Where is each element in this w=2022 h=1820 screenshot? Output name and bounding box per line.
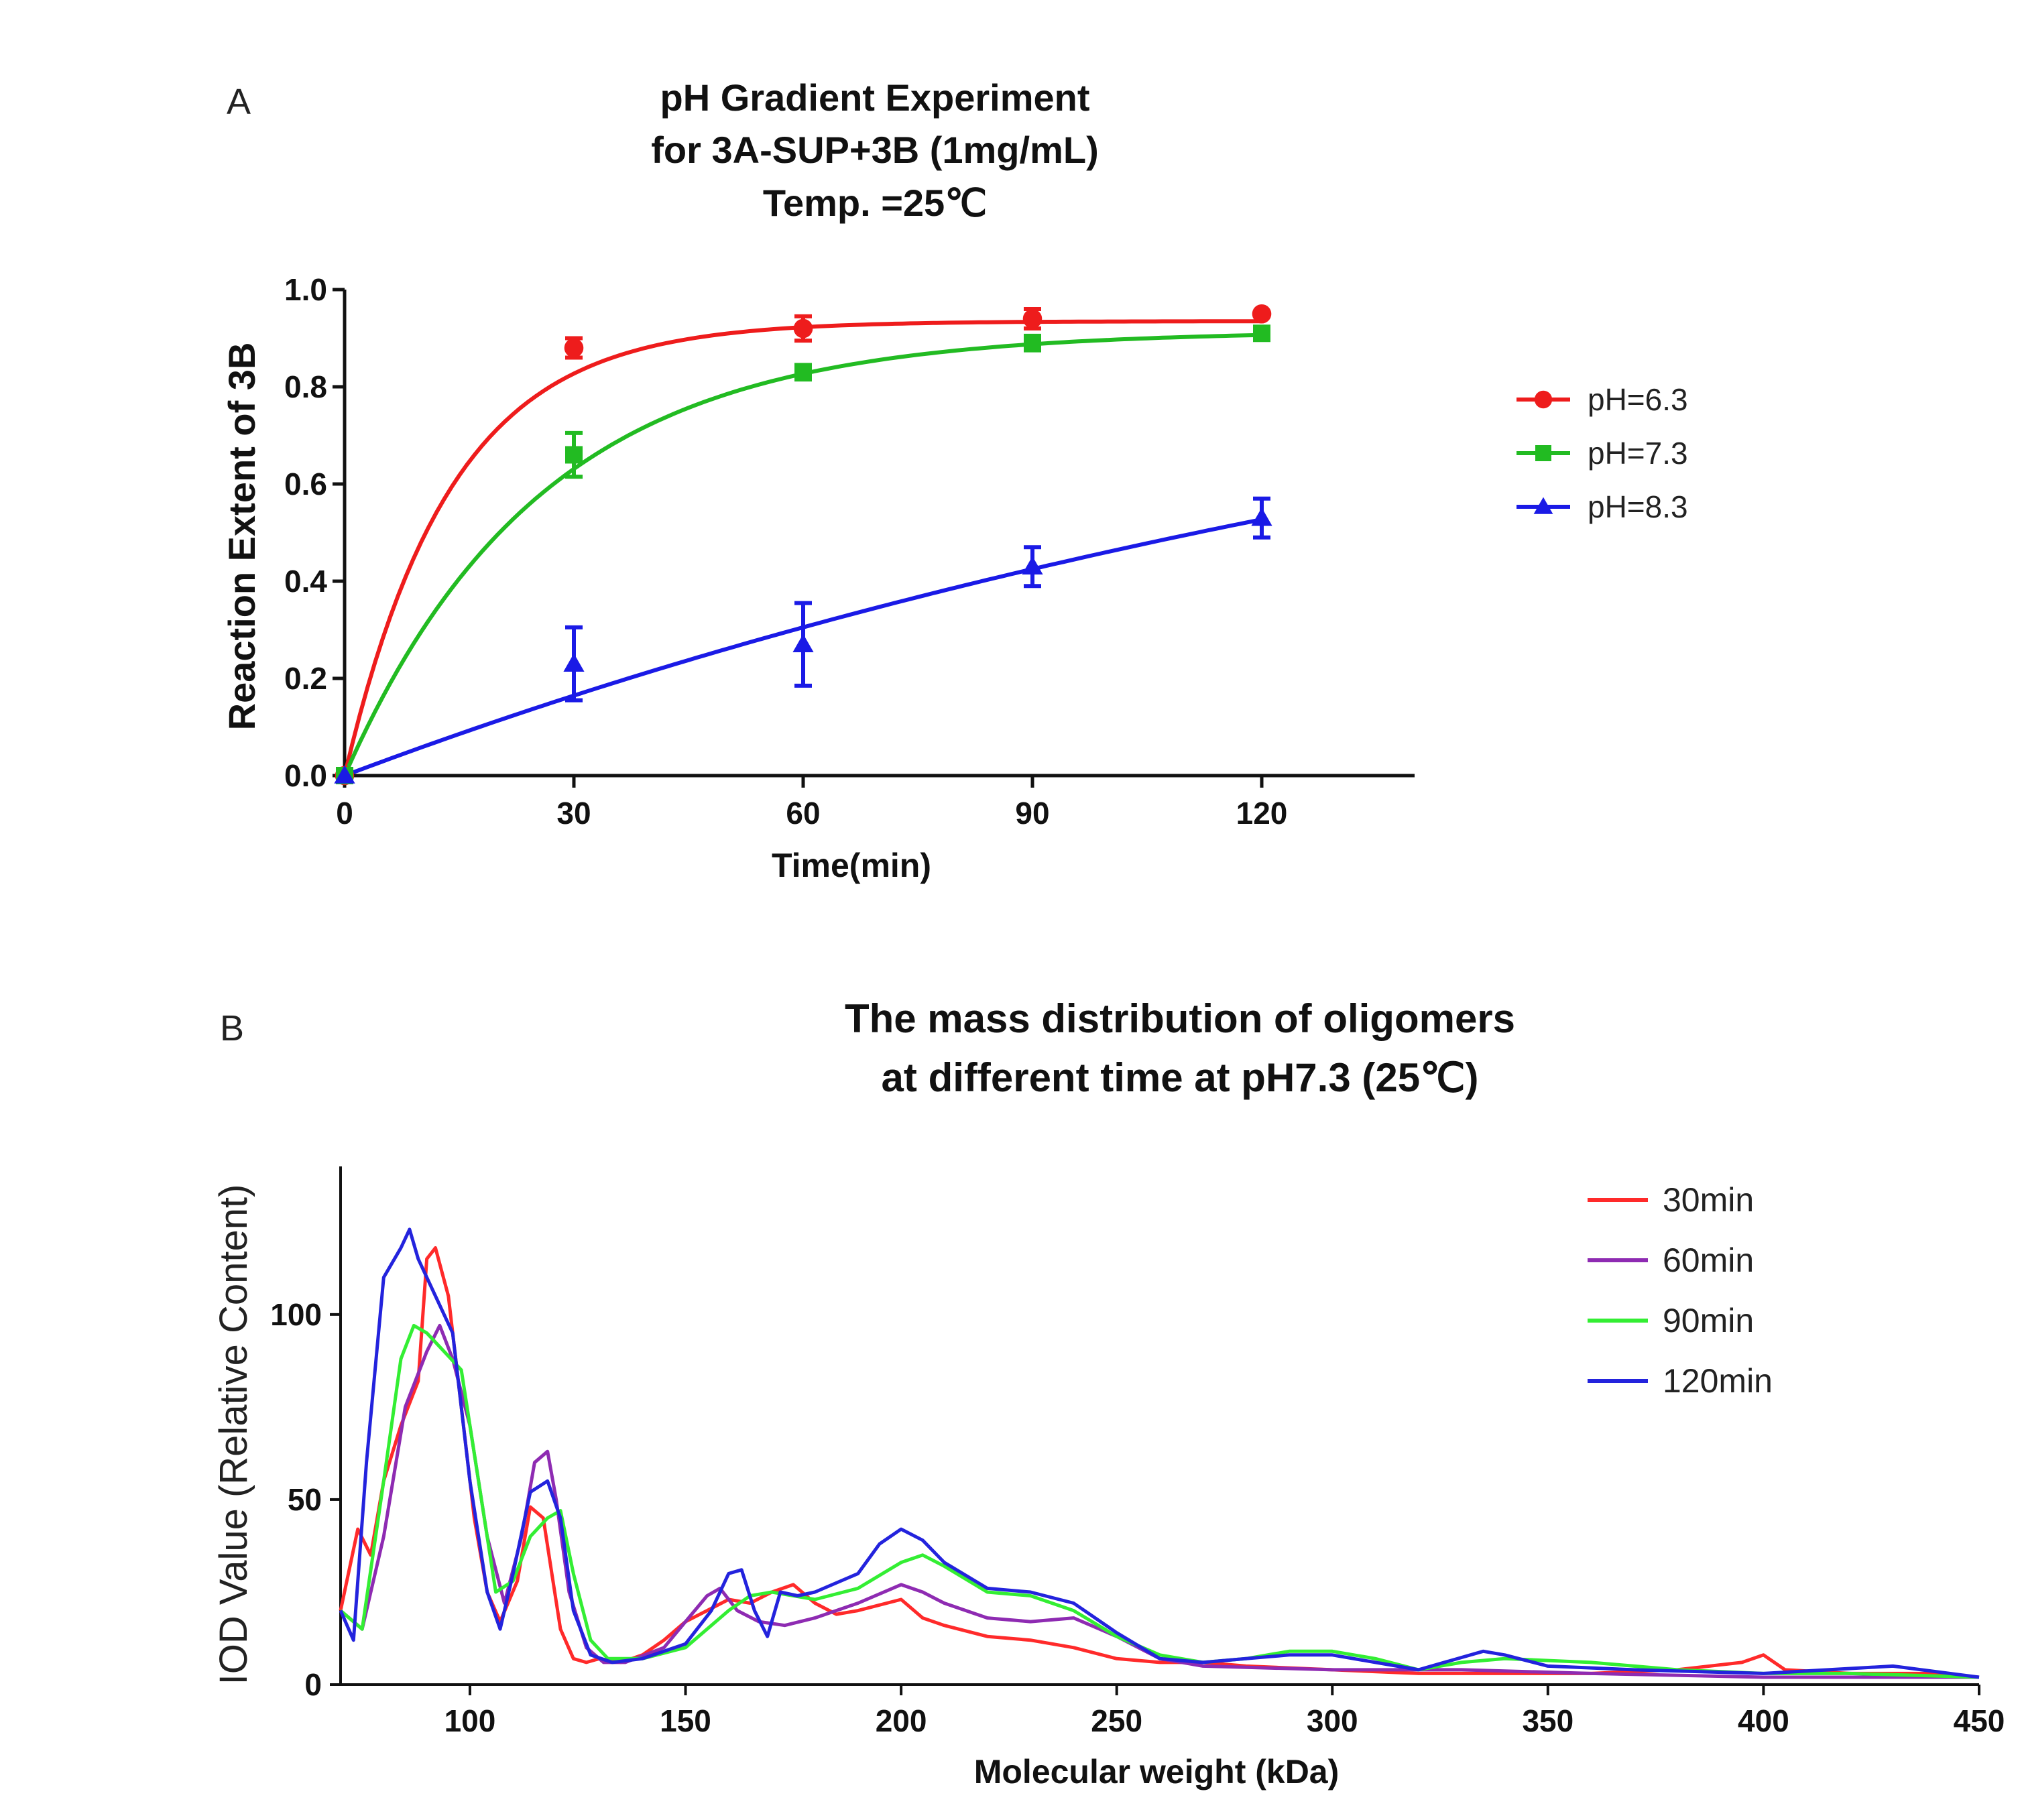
panel-b-title-line-1: The mass distribution of oligomers — [845, 996, 1515, 1041]
panel-a-y-tick-label: 0.8 — [284, 369, 327, 404]
panel-a-y-tick-label: 0.6 — [284, 467, 327, 501]
panel-a-x-tick-label: 0 — [336, 796, 353, 831]
panel-b-legend: 30min 60min 90min 120min — [1588, 1181, 1773, 1400]
panel-b-y-axis-label: IOD Value (Relative Content) — [212, 1185, 255, 1685]
panel-a-ticks: 0 30 60 90 120 0.0 0.2 0.4 0.6 0.8 1.0 — [284, 272, 1287, 831]
panel-a-title-line-1: pH Gradient Experiment — [660, 76, 1089, 119]
legend-label: pH=6.3 — [1588, 382, 1688, 417]
data-point-pH=7.3 — [1024, 334, 1041, 352]
panel-b-title-line-2: at different time at pH7.3 (25℃) — [882, 1055, 1479, 1100]
panel-b-series-lines — [339, 1227, 1980, 1679]
legend-label: 30min — [1663, 1181, 1754, 1219]
panel-a-y-tick-label: 0.0 — [284, 758, 327, 793]
panel-b-x-tick-label: 350 — [1522, 1703, 1573, 1738]
panel-b-x-tick-label: 150 — [660, 1703, 711, 1738]
data-point-pH=8.3 — [1251, 507, 1272, 526]
panel-a-legend: pH=6.3 pH=7.3 pH=8.3 — [1516, 382, 1688, 524]
panel-a-title: pH Gradient Experiment for 3A-SUP+3B (1m… — [651, 76, 1098, 224]
panel-b-label: B — [220, 1008, 244, 1048]
panel-a-label: A — [227, 82, 251, 122]
panel-a-title-line-3: Temp. =25℃ — [763, 182, 987, 224]
data-point-pH=7.3 — [1253, 324, 1270, 343]
panel-a-x-tick-label: 30 — [556, 796, 591, 831]
legend-label: 90min — [1663, 1302, 1754, 1339]
panel-a-x-tick-label: 120 — [1236, 796, 1288, 831]
legend-label: pH=7.3 — [1588, 436, 1688, 471]
panel-b-ticks: 100 150 200 250 300 350 400 450 0 50 100 — [270, 1297, 2005, 1738]
data-point-pH=6.3 — [564, 338, 584, 358]
panel-a-y-tick-label: 1.0 — [284, 272, 327, 307]
series-line-120min — [339, 1227, 1980, 1679]
panel-b-x-tick-label: 200 — [876, 1703, 927, 1738]
data-point-pH=6.3 — [1022, 309, 1043, 328]
panel-b-x-tick-label: 400 — [1738, 1703, 1789, 1738]
panel-a-fit-curves — [343, 319, 1262, 778]
legend-marker-pH=6.3 — [1534, 390, 1553, 409]
panel-b-x-tick-label: 450 — [1954, 1703, 2005, 1738]
panel-a-x-axis-label: Time(min) — [772, 847, 931, 884]
panel-b-x-tick-label: 300 — [1307, 1703, 1358, 1738]
panel-a-y-tick-label: 0.2 — [284, 661, 327, 696]
legend-label: pH=8.3 — [1588, 489, 1688, 524]
panel-b-title: The mass distribution of oligomers at di… — [845, 996, 1515, 1100]
legend-label: 60min — [1663, 1241, 1754, 1279]
panel-a-axes — [343, 290, 1415, 778]
data-point-pH=7.3 — [794, 363, 812, 381]
data-point-pH=8.3 — [563, 653, 585, 672]
panel-a-data-points — [334, 304, 1272, 786]
panel-b-axes — [339, 1166, 1979, 1686]
data-point-pH=8.3 — [334, 765, 355, 784]
data-point-pH=6.3 — [793, 318, 813, 339]
panel-b-x-tick-label: 100 — [444, 1703, 496, 1738]
panel-a: A pH Gradient Experiment for 3A-SUP+3B (… — [221, 76, 1688, 884]
panel-b-x-tick-label: 250 — [1091, 1703, 1142, 1738]
legend-marker-pH=8.3 — [1533, 497, 1553, 514]
panel-a-x-tick-label: 60 — [786, 796, 820, 831]
panel-b-y-tick-label: 100 — [270, 1297, 322, 1332]
panel-b: B The mass distribution of oligomers at … — [212, 996, 2005, 1791]
data-point-pH=7.3 — [565, 446, 583, 464]
data-point-pH=8.3 — [1022, 556, 1043, 574]
panel-a-title-line-2: for 3A-SUP+3B (1mg/mL) — [651, 129, 1098, 171]
panel-a-x-tick-label: 90 — [1015, 796, 1049, 831]
panel-b-y-tick-label: 0 — [304, 1667, 322, 1702]
panel-a-y-axis-label: Reaction Extent of 3B — [221, 343, 263, 731]
panel-b-x-axis-label: Molecular weight (kDa) — [974, 1753, 1340, 1791]
legend-label: 120min — [1663, 1362, 1773, 1400]
data-point-pH=6.3 — [1252, 304, 1272, 324]
legend-marker-pH=7.3 — [1535, 445, 1551, 461]
data-point-pH=8.3 — [792, 633, 814, 652]
fit-curve-pH=7.3 — [343, 332, 1262, 777]
panel-b-y-tick-label: 50 — [288, 1482, 322, 1517]
panel-a-y-tick-label: 0.4 — [284, 564, 327, 599]
